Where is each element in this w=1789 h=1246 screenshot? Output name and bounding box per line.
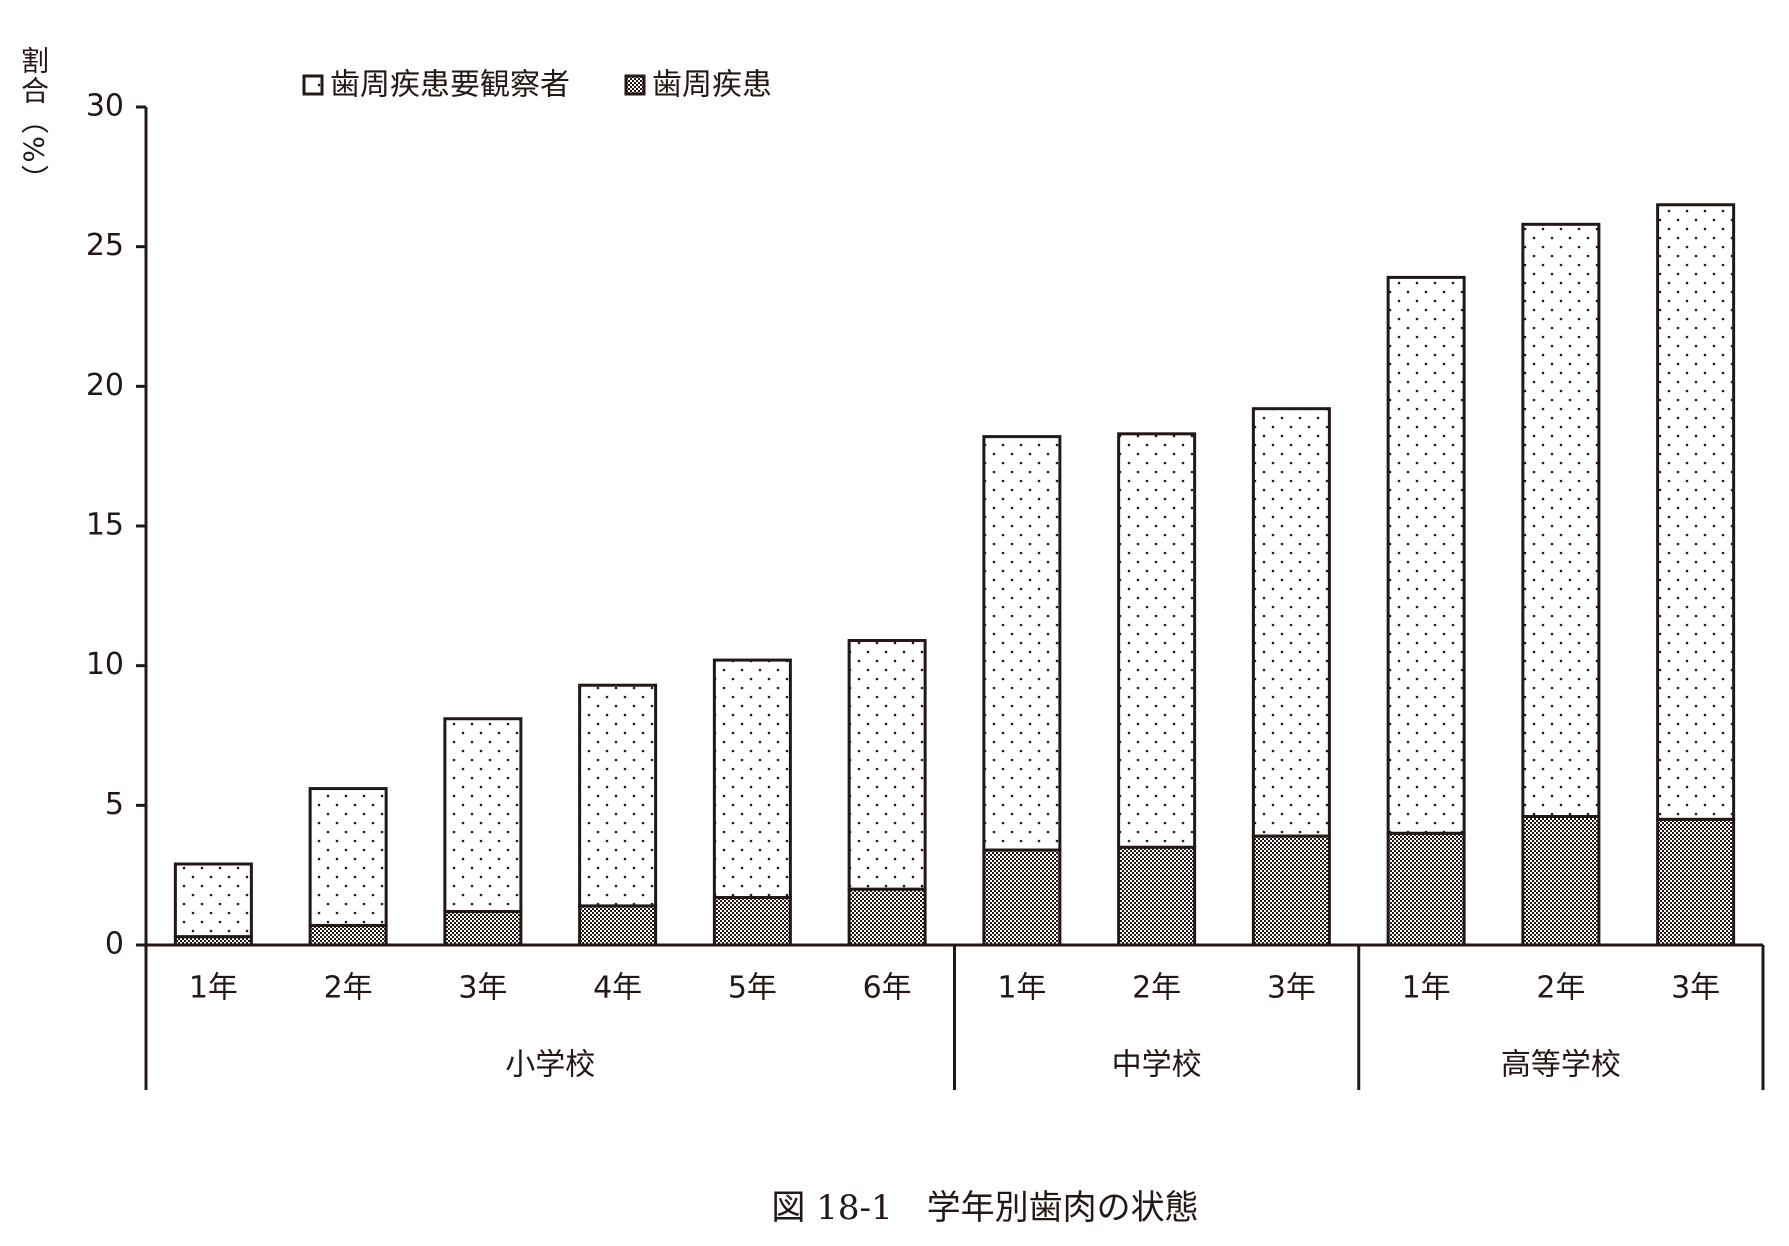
bar-segment: [578, 904, 658, 947]
bar-segment: [1251, 407, 1331, 838]
group-label: 小学校: [505, 1048, 595, 1083]
bar-segment: [173, 862, 253, 939]
x-tick-label: 2年: [1536, 971, 1585, 1006]
y-tick-label: 20: [86, 368, 124, 403]
legend-label: 歯周疾患要観察者: [330, 68, 570, 103]
bar-segment: [1386, 275, 1466, 835]
bar-segment: [308, 787, 388, 927]
bar-segment: [1521, 222, 1601, 819]
bar-segment: [712, 658, 792, 900]
bar-segment: [1117, 845, 1197, 947]
legend-swatch: [302, 74, 324, 96]
y-tick-label: 0: [105, 927, 124, 962]
x-tick-label: 2年: [1132, 971, 1181, 1006]
y-tick-label: 15: [86, 508, 124, 543]
y-tick-label: 5: [105, 787, 124, 822]
bar-segment: [443, 909, 523, 947]
bar-segment: [578, 683, 658, 908]
caption: 図 18-1 学年別歯肉の状態: [771, 1188, 1198, 1228]
x-tick-label: 4年: [593, 971, 642, 1006]
bar-segment: [982, 848, 1062, 947]
bar-segment: [1656, 817, 1736, 947]
bar-segment: [982, 435, 1062, 852]
x-tick-label: 2年: [324, 971, 373, 1006]
y-axis-title: 割合（%）: [17, 46, 50, 195]
bar-segment: [1251, 834, 1331, 947]
group-label: 高等学校: [1501, 1048, 1621, 1083]
bar-segment: [1656, 203, 1736, 821]
x-tick-label: 3年: [458, 971, 507, 1006]
legend-swatch: [624, 74, 646, 96]
bar-segment: [712, 896, 792, 947]
x-tick-label: 1年: [997, 971, 1046, 1006]
x-tick-label: 6年: [863, 971, 912, 1006]
legend-label: 歯周疾患: [652, 68, 772, 103]
x-tick-label: 5年: [728, 971, 777, 1006]
bar-segment: [1117, 432, 1197, 849]
bar-segment: [847, 639, 927, 891]
x-tick-label: 1年: [189, 971, 238, 1006]
x-tick-label: 1年: [1402, 971, 1451, 1006]
bar-segment: [308, 923, 388, 947]
bar-segment: [847, 887, 927, 947]
bar-segment: [443, 717, 523, 913]
bar-segment: [1521, 815, 1601, 947]
y-tick-label: 25: [86, 228, 124, 263]
group-label: 中学校: [1112, 1048, 1202, 1083]
x-tick-label: 3年: [1267, 971, 1316, 1006]
x-tick-label: 3年: [1671, 971, 1720, 1006]
y-tick-label: 10: [86, 647, 124, 682]
y-tick-label: 30: [86, 89, 124, 124]
bar-segment: [1386, 831, 1466, 947]
